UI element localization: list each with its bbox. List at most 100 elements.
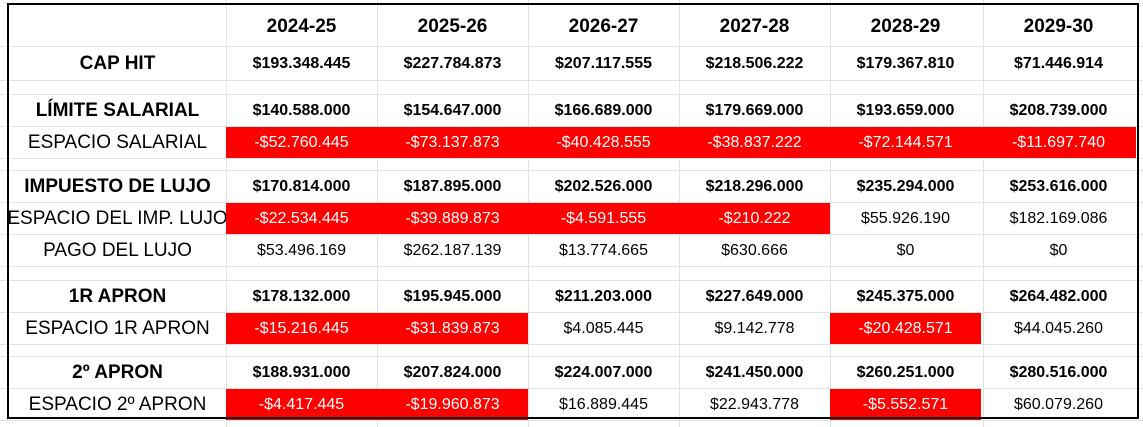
value-cell[interactable]: $207.117.555: [555, 54, 652, 72]
year-header[interactable]: 2024-25: [266, 16, 337, 37]
value-cell[interactable]: $264.482.000: [1009, 287, 1108, 305]
header-corner-cell[interactable]: [9, 8, 226, 46]
value-cell-negative[interactable]: -$15.216.445: [226, 313, 377, 344]
grid-line: [0, 158, 1143, 159]
row-luxury-tax-payment: PAGO DEL LUJO $53.496.169 $262.187.139 $13.…: [9, 235, 1139, 266]
year-header[interactable]: 2027-28: [719, 16, 790, 37]
value-cell[interactable]: $218.296.000: [705, 177, 804, 195]
grid-line: [0, 170, 1143, 171]
value-cell-negative[interactable]: -$11.697.740: [981, 127, 1136, 158]
row-first-apron: 1R APRON $178.132.000 $195.945.000 $211.203…: [9, 281, 1139, 312]
grid-line: [0, 344, 1143, 345]
grid-line: [983, 0, 984, 427]
value-cell[interactable]: $60.079.260: [1014, 395, 1103, 413]
grid-line: [0, 202, 1143, 203]
header-row: 2024-25 2025-26 2026-27 2027-28 2028-29 …: [9, 8, 1139, 46]
value-cell[interactable]: $9.142.778: [714, 319, 795, 337]
grid-line: [0, 420, 1143, 421]
grid-line: [0, 234, 1143, 235]
value-cell-negative[interactable]: -$4.417.445: [226, 389, 377, 420]
grid-line: [0, 126, 1143, 127]
value-cell[interactable]: $195.945.000: [403, 287, 502, 305]
value-cell-negative[interactable]: -$72.144.571: [830, 127, 981, 158]
value-cell[interactable]: $193.348.445: [252, 54, 351, 72]
value-cell-negative[interactable]: -$5.552.571: [830, 389, 981, 420]
value-cell[interactable]: $22.943.778: [710, 395, 799, 413]
value-cell[interactable]: $207.824.000: [403, 363, 502, 381]
value-cell[interactable]: $13.774.665: [559, 241, 648, 259]
row-cap-hit: CAP HIT $193.348.445 $227.784.873 $207.117.…: [9, 47, 1139, 80]
row-luxury-tax: IMPUESTO DE LUJO $170.814.000 $187.895.000…: [9, 171, 1139, 202]
value-cell[interactable]: $16.889.445: [559, 395, 648, 413]
value-cell[interactable]: $253.616.000: [1009, 177, 1108, 195]
value-cell-negative[interactable]: -$38.837.222: [679, 127, 830, 158]
row-salary-cap: LÍMITE SALARIAL $140.588.000 $154.647.000 $…: [9, 95, 1139, 126]
value-cell[interactable]: $227.649.000: [705, 287, 804, 305]
value-cell[interactable]: $44.045.260: [1014, 319, 1103, 337]
row-label[interactable]: LÍMITE SALARIAL: [35, 99, 200, 121]
value-cell-negative[interactable]: -$31.839.873: [377, 313, 528, 344]
value-cell[interactable]: $241.450.000: [705, 363, 804, 381]
value-cell[interactable]: $0: [896, 241, 915, 259]
value-cell[interactable]: $4.085.445: [563, 319, 644, 337]
value-cell[interactable]: $262.187.139: [403, 241, 502, 259]
value-cell[interactable]: $235.294.000: [856, 177, 955, 195]
row-label[interactable]: 2º APRON: [72, 361, 163, 383]
value-cell[interactable]: $260.251.000: [856, 363, 955, 381]
grid-line: [0, 46, 1143, 47]
value-cell[interactable]: $211.203.000: [555, 287, 652, 305]
value-cell[interactable]: $227.784.873: [403, 54, 502, 72]
value-cell[interactable]: $178.132.000: [252, 287, 351, 305]
value-cell-negative[interactable]: -$39.889.873: [377, 203, 528, 234]
grid-line: [0, 312, 1143, 313]
value-cell[interactable]: $140.588.000: [252, 101, 351, 119]
value-cell[interactable]: $245.375.000: [856, 287, 955, 305]
value-cell[interactable]: $53.496.169: [257, 241, 346, 259]
year-header[interactable]: 2029-30: [1023, 16, 1094, 37]
value-cell-negative[interactable]: -$40.428.555: [528, 127, 679, 158]
row-label[interactable]: CAP HIT: [79, 52, 156, 74]
value-cell[interactable]: $208.739.000: [1009, 101, 1108, 119]
row-second-apron-space: ESPACIO 2º APRON -$4.417.445 -$19.960.873 $…: [9, 389, 1139, 420]
value-cell-negative[interactable]: -$20.428.571: [830, 313, 981, 344]
row-label[interactable]: ESPACIO 1R APRON: [25, 317, 210, 339]
grid-line: [0, 94, 1143, 95]
value-cell[interactable]: $154.647.000: [403, 101, 502, 119]
value-cell[interactable]: $202.526.000: [554, 177, 653, 195]
value-cell-negative[interactable]: -$19.960.873: [377, 389, 528, 420]
value-cell[interactable]: $71.446.914: [1014, 54, 1103, 72]
value-cell[interactable]: $218.506.222: [705, 54, 804, 72]
value-cell-negative[interactable]: -$4.591.555: [528, 203, 679, 234]
value-cell[interactable]: $166.689.000: [554, 101, 653, 119]
year-header[interactable]: 2025-26: [417, 16, 488, 37]
row-second-apron: 2º APRON $188.931.000 $207.824.000 $224.007…: [9, 357, 1139, 388]
value-cell[interactable]: $280.516.000: [1009, 363, 1108, 381]
row-label[interactable]: IMPUESTO DE LUJO: [24, 175, 211, 197]
row-cap-space: ESPACIO SALARIAL -$52.760.445 -$73.137.873…: [9, 127, 1139, 158]
value-cell[interactable]: $179.669.000: [705, 101, 804, 119]
value-cell-negative[interactable]: -$73.137.873: [377, 127, 528, 158]
value-cell-negative[interactable]: -$210.222: [679, 203, 830, 234]
value-cell[interactable]: $187.895.000: [403, 177, 502, 195]
row-label[interactable]: ESPACIO SALARIAL: [27, 131, 208, 153]
value-cell[interactable]: $55.926.190: [861, 209, 950, 227]
year-header[interactable]: 2028-29: [870, 16, 941, 37]
row-label[interactable]: 1R APRON: [68, 285, 167, 307]
value-cell[interactable]: $179.367.810: [856, 54, 955, 72]
value-cell[interactable]: $0: [1049, 241, 1068, 259]
row-first-apron-space: ESPACIO 1R APRON -$15.216.445 -$31.839.873…: [9, 313, 1139, 344]
value-cell-negative[interactable]: -$52.760.445: [226, 127, 377, 158]
year-header[interactable]: 2026-27: [568, 16, 639, 37]
row-label[interactable]: ESPACIO DEL IMP. LUJO: [9, 207, 226, 229]
row-label[interactable]: ESPACIO 2º APRON: [28, 393, 207, 415]
value-cell[interactable]: $193.659.000: [856, 101, 955, 119]
value-cell-negative[interactable]: -$22.534.445: [226, 203, 377, 234]
value-cell[interactable]: $170.814.000: [252, 177, 351, 195]
value-cell[interactable]: $188.931.000: [252, 363, 351, 381]
value-cell[interactable]: $630.666: [721, 241, 788, 259]
grid-line: [0, 388, 1143, 389]
value-cell[interactable]: $224.007.000: [554, 363, 653, 381]
row-label[interactable]: PAGO DEL LUJO: [43, 239, 192, 261]
value-cell[interactable]: $182.169.086: [1009, 209, 1108, 227]
